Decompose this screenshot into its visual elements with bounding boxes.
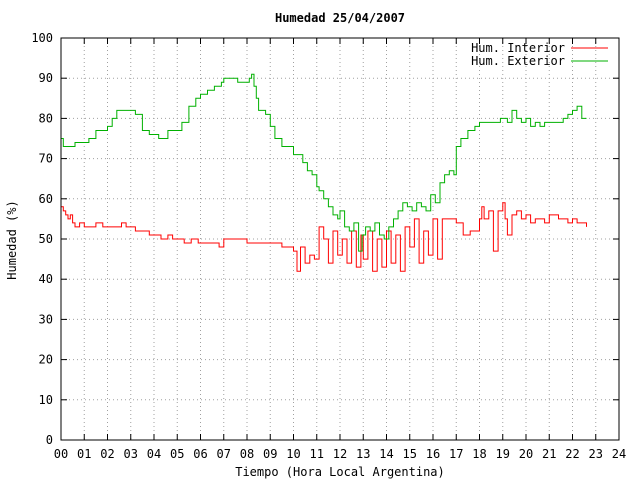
x-tick-label: 19 — [496, 447, 510, 461]
x-tick-label: 17 — [449, 447, 463, 461]
x-tick-label: 15 — [403, 447, 417, 461]
y-tick-label: 60 — [39, 192, 53, 206]
x-tick-label: 12 — [333, 447, 347, 461]
x-tick-label: 22 — [565, 447, 579, 461]
x-tick-label: 03 — [124, 447, 138, 461]
y-tick-label: 0 — [46, 433, 53, 447]
x-tick-label: 08 — [240, 447, 254, 461]
x-tick-label: 05 — [170, 447, 184, 461]
x-tick-label: 21 — [542, 447, 556, 461]
axis-ticks: 0 10 20 30 40 50 60 70 80 90 100 00 01 02 03 04 05 06 07 08… — [31, 31, 626, 461]
x-tick-label: 00 — [54, 447, 68, 461]
y-tick-label: 30 — [39, 312, 53, 326]
x-tick-label: 24 — [612, 447, 626, 461]
x-tick-label: 10 — [286, 447, 300, 461]
y-tick-label: 50 — [39, 232, 53, 246]
y-tick-label: 20 — [39, 353, 53, 367]
x-tick-label: 20 — [519, 447, 533, 461]
y-tick-label: 40 — [39, 272, 53, 286]
x-tick-label: 23 — [589, 447, 603, 461]
y-tick-label: 90 — [39, 71, 53, 85]
x-tick-label: 11 — [310, 447, 324, 461]
grid-lines — [61, 38, 619, 440]
x-tick-label: 16 — [426, 447, 440, 461]
series-line-2 — [61, 73, 587, 252]
y-tick-label: 10 — [39, 393, 53, 407]
x-tick-label: 09 — [263, 447, 277, 461]
x-tick-label: 07 — [217, 447, 231, 461]
chart-title: Humedad 25/04/2007 — [275, 11, 405, 25]
x-tick-label: 04 — [147, 447, 161, 461]
y-tick-label: 80 — [39, 111, 53, 125]
x-tick-label: 06 — [193, 447, 207, 461]
x-tick-label: 01 — [77, 447, 91, 461]
x-tick-label: 14 — [379, 447, 393, 461]
y-tick-label: 100 — [31, 31, 53, 45]
series-lines — [61, 73, 587, 272]
x-tick-label: 02 — [100, 447, 114, 461]
y-axis-label: Humedad (%) — [5, 200, 19, 279]
x-tick-label: 18 — [472, 447, 486, 461]
x-axis-label: Tiempo (Hora Local Argentina) — [235, 465, 445, 479]
x-tick-label: 13 — [356, 447, 370, 461]
legend-label: Hum. Interior — [471, 41, 565, 55]
y-tick-label: 70 — [39, 152, 53, 166]
legend-label: Hum. Exterior — [471, 54, 565, 68]
series-line-1 — [61, 202, 587, 272]
